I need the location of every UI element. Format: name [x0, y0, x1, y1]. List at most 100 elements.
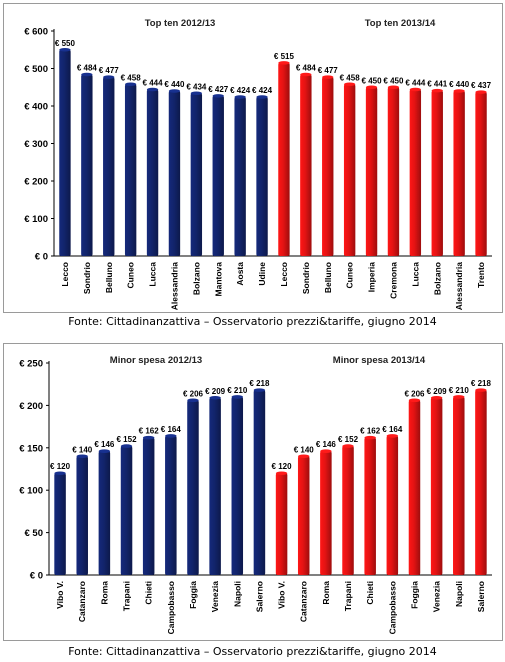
minor-spesa-chart-panel: € 0 € 50 € 100 € 150 € 200 € 250 Minor spesa 2…	[3, 343, 503, 641]
bar-top-cap	[409, 87, 422, 92]
category-label: Sondrio	[82, 262, 92, 294]
bar	[453, 396, 465, 575]
y-tick-label: € 200	[24, 177, 48, 188]
category-label: Catanzaro	[299, 581, 309, 622]
bar-value-label: € 440	[449, 80, 470, 89]
category-label: Belluno	[323, 262, 333, 293]
category-label: Lucca	[410, 262, 420, 287]
bar	[297, 456, 310, 575]
category-label: Venezia	[210, 581, 220, 612]
bar-top-cap	[124, 82, 137, 87]
bar-top-cap	[168, 89, 181, 93]
bar	[59, 49, 71, 256]
bar-top-cap	[256, 95, 268, 99]
bar	[475, 92, 487, 256]
y-tick-label: € 100	[19, 486, 43, 497]
bar-top-cap	[300, 72, 312, 77]
bar-top-cap	[387, 85, 400, 90]
bar-value-label: € 444	[143, 79, 164, 88]
bar-value-label: € 120	[50, 462, 71, 471]
bar-top-cap	[275, 471, 288, 476]
bar-value-label: € 120	[272, 462, 293, 471]
bar	[431, 90, 443, 256]
bar-value-label: € 450	[362, 76, 383, 85]
bar	[54, 473, 66, 575]
y-tick-label: € 300	[24, 139, 48, 150]
bar-value-label: € 162	[139, 427, 160, 436]
bar-value-label: € 152	[117, 435, 138, 444]
category-label: Alessandria	[454, 262, 464, 310]
category-label: Campobasso	[387, 581, 397, 634]
bar	[212, 95, 224, 256]
bar	[365, 87, 378, 256]
bar-top-cap	[234, 95, 246, 99]
bar-value-label: € 484	[77, 64, 98, 73]
bar-value-label: € 424	[230, 86, 251, 95]
category-label: Sondrio	[301, 262, 311, 294]
category-label: Vibo V.	[277, 581, 287, 609]
chart-source-note: Fonte: Cittadinanzattiva – Osservatorio …	[68, 645, 437, 658]
bar-value-label: € 164	[382, 425, 403, 434]
bar-value-label: € 218	[249, 379, 270, 388]
bar-top-cap	[59, 47, 71, 52]
bar	[146, 89, 159, 256]
bar	[165, 435, 177, 575]
bar-top-cap	[386, 434, 399, 438]
bar-value-label: € 441	[427, 80, 448, 89]
bar	[142, 437, 155, 575]
bar	[120, 446, 133, 575]
bar-value-label: € 152	[338, 435, 359, 444]
bar-value-label: € 437	[471, 81, 492, 90]
bar-value-label: € 146	[94, 440, 115, 449]
bar	[190, 93, 203, 256]
category-label: Lecco	[60, 262, 70, 287]
bar-value-label: € 424	[252, 86, 273, 95]
bar-value-label: € 458	[340, 73, 361, 82]
group-title: Minor spesa 2012/13	[110, 355, 202, 366]
top-ten-chart-panel: € 0 € 100 € 200 € 300 € 400 € 500 € 600 Top ten…	[3, 3, 503, 313]
category-label: Cuneo	[126, 262, 136, 288]
y-tick-label: € 200	[19, 401, 43, 412]
minor-spesa-chart: € 0 € 50 € 100 € 150 € 200 € 250 Minor spesa 2…	[19, 355, 492, 634]
bar	[209, 397, 221, 575]
bar-top-cap	[103, 75, 115, 79]
bar	[234, 97, 246, 256]
bar-value-label: € 140	[294, 445, 315, 454]
bar-value-label: € 209	[427, 387, 448, 396]
bar	[168, 91, 181, 256]
y-tick-label: € 0	[30, 571, 43, 582]
y-tick-label: € 100	[24, 214, 48, 225]
bar-top-cap	[342, 444, 354, 448]
bar-value-label: € 206	[183, 389, 204, 398]
bar-top-cap	[365, 85, 378, 90]
bar-value-label: € 162	[360, 427, 381, 436]
category-label: Foggia	[409, 581, 419, 609]
y-tick-label: € 150	[19, 443, 43, 454]
bar-top-cap	[81, 72, 93, 77]
y-tick-label: € 250	[19, 359, 43, 370]
bar-value-label: € 210	[227, 386, 248, 395]
bar-value-label: € 440	[164, 80, 185, 89]
category-label: Salerno	[254, 581, 264, 612]
category-label: Venezia	[432, 581, 442, 612]
category-label: Chieti	[365, 581, 375, 605]
bar-value-label: € 427	[208, 85, 229, 94]
bar-top-cap	[187, 398, 199, 403]
bar	[409, 89, 422, 256]
bar-top-cap	[343, 82, 356, 87]
category-label: Roma	[99, 581, 109, 605]
category-label: Imperia	[367, 262, 377, 293]
y-tick-label: € 0	[35, 252, 48, 263]
bar-value-label: € 477	[318, 66, 339, 75]
category-label: Trapani	[343, 581, 353, 611]
category-label: Alessandria	[169, 262, 179, 310]
bar	[187, 400, 199, 575]
bar	[453, 91, 465, 256]
bar-top-cap	[212, 94, 224, 98]
bar	[103, 77, 115, 256]
category-label: Lucca	[148, 262, 158, 287]
bar-top-cap	[146, 87, 159, 92]
category-label: Chieti	[144, 581, 154, 605]
bar	[320, 451, 332, 575]
bar	[430, 397, 443, 575]
